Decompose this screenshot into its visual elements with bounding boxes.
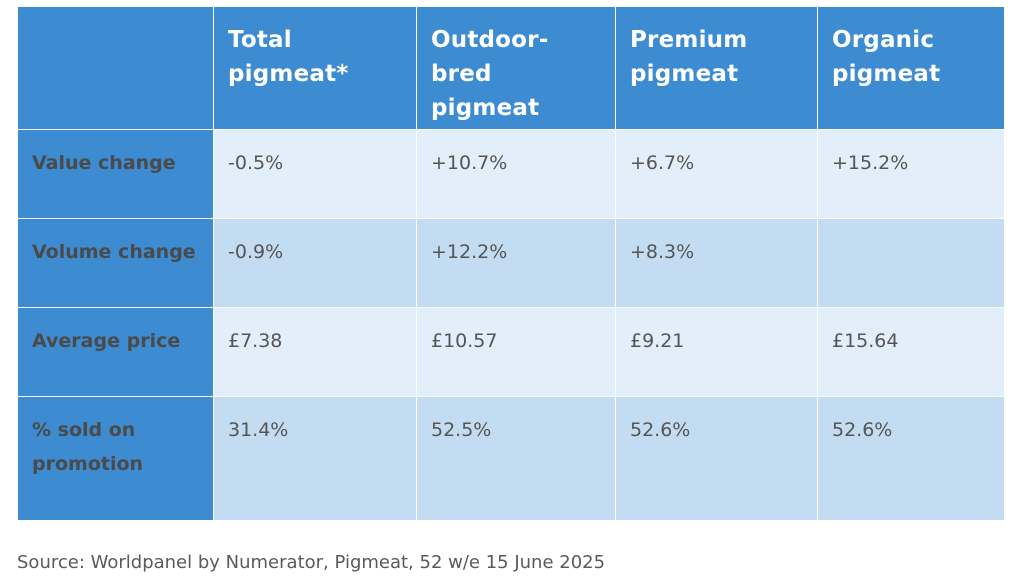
table-header-row: Total pigmeat* Outdoor-bred pigmeat Prem… (17, 6, 1005, 130)
table-row: Value change -0.5% +10.7% +6.7% +15.2% (17, 129, 1005, 219)
table-cell: -0.5% (213, 129, 417, 219)
table-cell (817, 218, 1005, 308)
table-cell: +12.2% (416, 218, 616, 308)
table-cell: 52.5% (416, 396, 616, 521)
row-label-sold-on-promotion: % sold on promotion (17, 396, 214, 521)
pigmeat-table: Total pigmeat* Outdoor-bred pigmeat Prem… (17, 6, 1005, 521)
header-outdoor-bred-pigmeat: Outdoor-bred pigmeat (416, 6, 616, 130)
table-row: Volume change -0.9% +12.2% +8.3% (17, 218, 1005, 308)
table-cell: +8.3% (615, 218, 818, 308)
row-label-volume-change: Volume change (17, 218, 214, 308)
row-label-value-change: Value change (17, 129, 214, 219)
table-cell: £15.64 (817, 307, 1005, 397)
pigmeat-table-container: Total pigmeat* Outdoor-bred pigmeat Prem… (17, 6, 1005, 521)
table-cell: 52.6% (817, 396, 1005, 521)
table-cell: +6.7% (615, 129, 818, 219)
table-cell: +10.7% (416, 129, 616, 219)
table-cell: £9.21 (615, 307, 818, 397)
header-corner-cell (17, 6, 214, 130)
header-premium-pigmeat: Premium pigmeat (615, 6, 818, 130)
source-note: Source: Worldpanel by Numerator, Pigmeat… (17, 552, 606, 573)
table-row: % sold on promotion 31.4% 52.5% 52.6% 52… (17, 396, 1005, 521)
header-organic-pigmeat: Organic pigmeat (817, 6, 1005, 130)
table-cell: £7.38 (213, 307, 417, 397)
table-cell: 31.4% (213, 396, 417, 521)
table-cell: 52.6% (615, 396, 818, 521)
table-row: Average price £7.38 £10.57 £9.21 £15.64 (17, 307, 1005, 397)
header-total-pigmeat: Total pigmeat* (213, 6, 417, 130)
table-cell: £10.57 (416, 307, 616, 397)
row-label-average-price: Average price (17, 307, 214, 397)
table-cell: -0.9% (213, 218, 417, 308)
table-cell: +15.2% (817, 129, 1005, 219)
